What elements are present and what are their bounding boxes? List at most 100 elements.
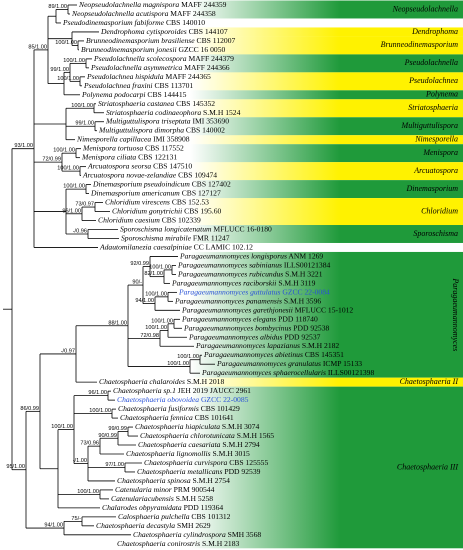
voucher: ICMP 15133: [323, 359, 362, 368]
taxon-name: Nimesporella capillacea: [76, 134, 151, 143]
taxon-label: Catenularia minor PRM 900544: [115, 485, 215, 494]
support-value: 100/1.00: [145, 325, 167, 331]
taxon-label: Brunneodinemasporium jonesii GZCC 16 005…: [81, 45, 226, 54]
clade-band: [190, 36, 463, 55]
taxon-label: Chaetosphaeria lignomollis S.M.H 3015: [126, 449, 250, 458]
taxon-label: Chaetosphaeria fusiformis CBS 101429: [118, 404, 240, 413]
clade-label: Multiguttulispora: [401, 121, 458, 130]
taxon-label: Sporoschisma longicatenatum MFLUCC 16-01…: [120, 224, 272, 233]
taxon-label: Pseudolachnea fraxini CBS 113701: [83, 81, 193, 90]
taxon-name: Chaetosphaeria chalaroides: [99, 377, 185, 386]
taxon-label: Chloridium virescens CBS 152.53: [105, 197, 209, 206]
taxon-name: Paragaeumannomyces bombycinus: [183, 323, 291, 332]
taxon-name: Chaetosphaeria sp.1: [113, 386, 176, 395]
taxon-name: Multiguttulispora dimorpha: [98, 125, 184, 134]
taxon-name: Chloridium gonytrichii: [112, 206, 182, 215]
taxon-name: Paragaeumannomyces garethjonesii: [181, 305, 293, 314]
support-value: 100/1.00: [63, 58, 85, 64]
voucher: PDD 92538: [293, 323, 329, 332]
taxon-label: Brunneodinemasporium brasiliense CBS 112…: [86, 36, 236, 45]
support-value: 86/0.99: [20, 406, 39, 412]
support-value: 88/1.00: [108, 320, 127, 326]
taxon-label: Catenulariacubensis S.M.H 5258: [111, 494, 213, 503]
clade-label: Paragaeumannomyces: [451, 277, 460, 351]
voucher: S.M.H 5258: [176, 494, 214, 503]
taxon-name: Paragaeumannomyces albidus: [188, 332, 282, 341]
clade-band: [190, 180, 463, 199]
voucher: PDD 92539: [224, 467, 260, 476]
taxon-name: Neopseudolachnella magnispora: [78, 0, 179, 9]
clade-band: [190, 0, 463, 19]
support-value: 100/1.00: [167, 361, 189, 367]
taxon-name: Paragaeumannomyces raciborskii: [171, 278, 276, 287]
clade-label: Menispora: [422, 148, 458, 157]
taxon-name: Multiguttulispora triseptata: [105, 116, 191, 125]
voucher: CBS 122131: [138, 152, 177, 161]
taxon-label: Paragaeumannomyces sabinianus ILLS001213…: [177, 260, 330, 269]
voucher: CBS 152.53: [172, 197, 209, 206]
voucher: CBS 145352: [176, 99, 215, 108]
support-value: 100/1.00: [57, 166, 79, 172]
taxon-label: Paragaeumannomyces lapazianus S.M.H 2182: [195, 341, 339, 350]
support-value: 100/1.00: [177, 354, 199, 360]
support-value: -/0.96: [73, 228, 87, 234]
support-value: 82/1.00: [144, 271, 163, 277]
clade-band: [190, 144, 463, 163]
voucher: S.M.H 2182: [302, 341, 340, 350]
voucher: GZCC 22-0085: [201, 395, 249, 404]
branches: 89/1.00100/1.00100/1.00100/1.0099/1.0085…: [3, 4, 215, 536]
taxon-label: Chloridium caesium CBS 102339: [98, 215, 201, 224]
taxon-label: Nimesporella capillacea IMI 358908: [76, 134, 190, 143]
taxon-name: Neopseudolachnella acutispora: [71, 9, 169, 18]
support-value: 99/0.99: [108, 426, 127, 432]
support-value: 90/-: [132, 280, 142, 286]
taxon-name: Chaetosphaeria obovoidea: [117, 395, 199, 404]
clade-label: Neopseudolachnella: [392, 4, 458, 13]
taxon-name: Paragaeumannomyces sabinianus: [177, 260, 282, 269]
voucher: CBS 127127: [182, 188, 221, 197]
taxon-label: Arcuatospora novae-zelandiae CBS 109474: [82, 170, 217, 179]
clade-band: [190, 99, 463, 118]
voucher: CBS 112007: [197, 36, 236, 45]
voucher: MFLUCC 16-0180: [213, 224, 272, 233]
taxon-name: Dendrophoma cytisporoides: [100, 27, 187, 36]
taxon-name: Paragaeumannomyces elegans: [181, 314, 276, 323]
clade-label: Arcuatospora: [413, 166, 458, 175]
taxon-name: Paragaeumannomyces panamensis: [174, 296, 282, 305]
taxon-name: Chaetosphaeria decastyla: [96, 521, 175, 530]
clade-band: [190, 225, 463, 243]
taxon-name: Paragaeumannomyces granulatus: [216, 359, 321, 368]
clade-label: Brunneodinemasporium: [381, 40, 459, 49]
taxon-name: Chaetosphaeria lignomollis: [126, 449, 211, 458]
taxon-label: Paragaeumannomyces guttulatus GZCC 22-00…: [178, 287, 330, 296]
taxon-name: Striatosphaeria castanea: [98, 99, 174, 108]
voucher: CBS 117552: [145, 143, 184, 152]
voucher: S.M.H 2754: [193, 476, 231, 485]
taxon-label: Pseudolachnella asymmetrica MAFF 244366: [90, 63, 230, 72]
voucher: CBS 101312: [191, 512, 230, 521]
clade-bands: Neopseudolachnella Dendrophoma Brunneodine…: [190, 0, 463, 549]
voucher: SMH 3568: [228, 530, 262, 539]
voucher: CBS 140002: [186, 125, 225, 134]
taxon-name: Chaetosphaeria hiapiculata: [135, 422, 220, 431]
clade-label: Striatosphaeria: [408, 103, 458, 112]
taxon-name: Paragaeumannomyces lapazianus: [195, 341, 300, 350]
clade-band: [190, 135, 463, 145]
clade-band: [190, 27, 463, 37]
taxon-label: Striatosphaeria castanea CBS 145352: [98, 99, 215, 108]
taxon-name: Calosphaeria pulchella: [118, 512, 190, 521]
taxon-label: Paragaeumannomyces elegans PDD 118740: [181, 314, 318, 323]
voucher: CBS 144107: [189, 27, 228, 36]
voucher: S.M.H 3221: [285, 269, 323, 278]
voucher: ILLS00121398: [328, 368, 375, 377]
taxon-name: Dinemasporium pseudoindicum: [92, 179, 190, 188]
support-value: 100/1.00: [71, 103, 93, 109]
voucher: S.M.H 2794: [222, 440, 260, 449]
support-value: 96/1.00: [88, 390, 107, 396]
support-value: 95/1.00: [6, 464, 25, 470]
voucher: CBS 125555: [229, 458, 268, 467]
taxon-label: Chaetosphaeria conirostris S.M.H 2183: [117, 539, 239, 548]
taxon-name: Chaetosphaeria metallicans: [137, 467, 222, 476]
taxon-label: Dendrophoma cytisporoides CBS 144107: [100, 27, 228, 36]
